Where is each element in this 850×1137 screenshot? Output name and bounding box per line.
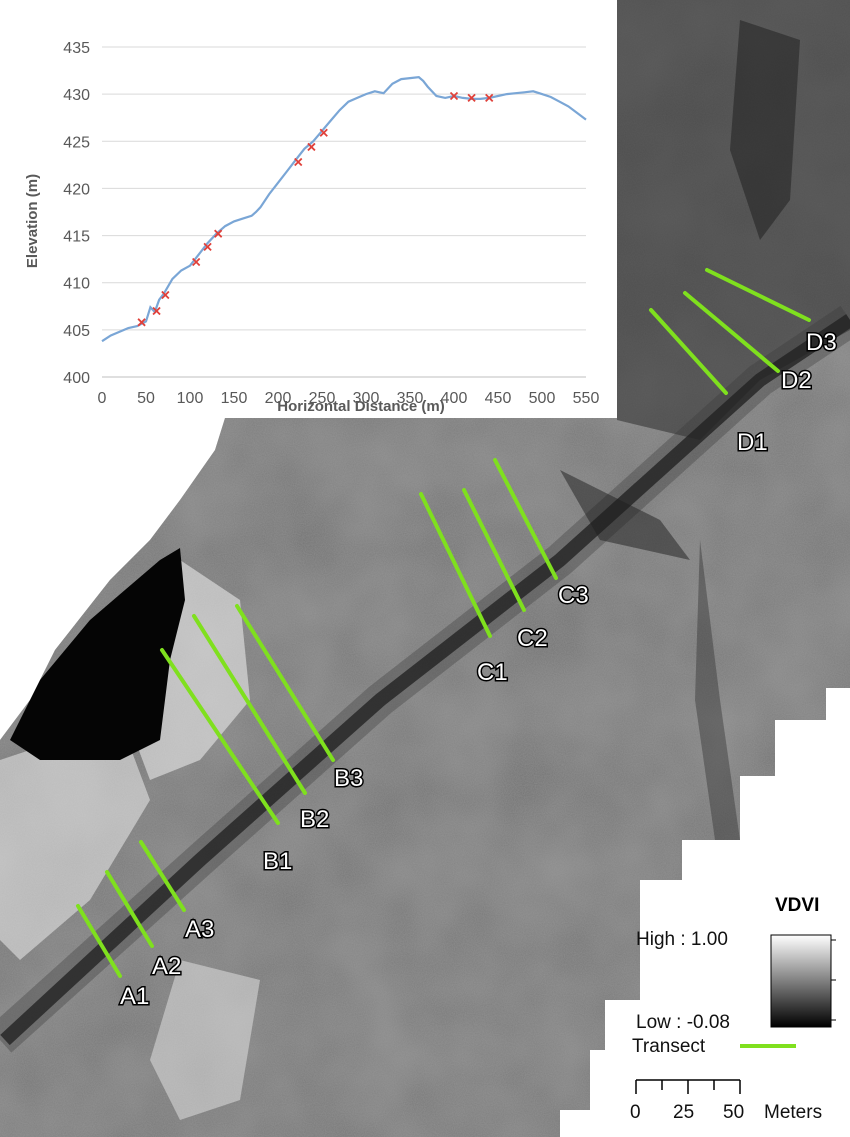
scale-tick-0: 0 [630,1102,641,1123]
sample-marker [467,93,476,103]
legend-high: High : 1.00 [636,929,728,950]
label-d3: D3 [806,329,837,356]
elevation-profile-chart: 400 405 410 415 420 425 430 435 0 50 100 150 200 250… [0,0,617,418]
y-tick-label: 420 [63,181,90,198]
y-tick-label: 410 [63,276,90,293]
label-b1: B1 [263,848,292,875]
x-tick-label: 400 [441,390,468,407]
label-c2: C2 [517,625,548,652]
y-tick-label: 425 [63,134,90,151]
sample-markers [137,91,494,327]
label-c1: C1 [477,659,508,686]
y-tick-label: 435 [63,40,90,57]
y-axis-title: Elevation (m) [24,174,41,268]
x-tick-label: 50 [137,390,155,407]
transect-c1 [419,492,492,638]
transect-d3 [705,268,811,322]
sample-marker [192,257,201,267]
chart-grid [102,46,586,378]
scale-tick-50: 50 [723,1102,744,1123]
scale-tick-25: 25 [673,1102,694,1123]
label-b2: B2 [300,806,329,833]
x-tick-label: 200 [265,390,292,407]
y-tick-label: 415 [63,229,90,246]
x-tick-label: 550 [573,390,600,407]
transect-b2 [192,614,307,795]
sample-marker [214,229,223,238]
x-tick-label: 100 [177,390,204,407]
transect-c2 [462,488,526,612]
sample-marker [137,318,146,327]
sample-marker [449,91,459,101]
profile-line [101,76,587,343]
label-a1: A1 [120,983,149,1010]
sample-marker [307,142,316,152]
chart-svg: 400 405 410 415 420 425 430 435 0 50 100 150 200 250… [24,40,600,415]
y-tick-label: 405 [63,323,90,340]
sample-marker [152,306,161,316]
legend-low: Low : -0.08 [636,1012,730,1033]
legend-title: VDVI [775,895,819,916]
transect-lines [76,268,811,978]
scale-bar [635,1079,741,1094]
y-tick-label: 430 [63,87,90,104]
label-d1: D1 [737,429,768,456]
x-tick-label: 350 [397,390,424,407]
transect-b3 [235,604,335,762]
x-axis-title: Horizontal Distance (m) [277,398,445,415]
x-tick-label: 250 [309,390,336,407]
x-tick-label: 0 [98,390,107,407]
x-tick-label: 500 [529,390,556,407]
transect-d1 [649,308,728,395]
label-d2: D2 [781,367,812,394]
x-tick-label: 300 [353,390,380,407]
legend-transect-label: Transect [632,1036,706,1057]
transect-a3 [139,840,186,912]
transect-a2 [105,870,154,948]
map-legend: VDVI High : 1.00 Low : -0.08 Transect 0 … [630,895,836,1123]
scale-unit: Meters [764,1102,822,1123]
transect-a1 [76,904,122,978]
y-tick-labels: 400 405 410 415 420 425 430 435 [63,40,90,387]
x-tick-labels: 0 50 100 150 200 250 300 350 400 450 500 550 [98,390,600,407]
transect-d2 [683,291,780,373]
sample-marker [319,128,328,137]
x-tick-label: 150 [221,390,248,407]
sample-marker [294,157,303,167]
label-a3: A3 [185,916,214,943]
transect-c3 [493,458,558,580]
y-tick-label: 400 [63,370,90,387]
legend-color-ramp [770,934,832,1028]
label-a2: A2 [152,953,181,980]
transect-b1 [160,648,280,825]
label-b3: B3 [334,765,363,792]
transect-labels: A1 A2 A3 B1 B2 B3 C1 C2 C3 D1 D2 D3 [119,328,839,1012]
sample-marker [161,290,170,300]
sample-marker [203,242,212,252]
sample-marker [485,93,494,103]
label-c3: C3 [558,582,589,609]
x-tick-label: 450 [485,390,512,407]
